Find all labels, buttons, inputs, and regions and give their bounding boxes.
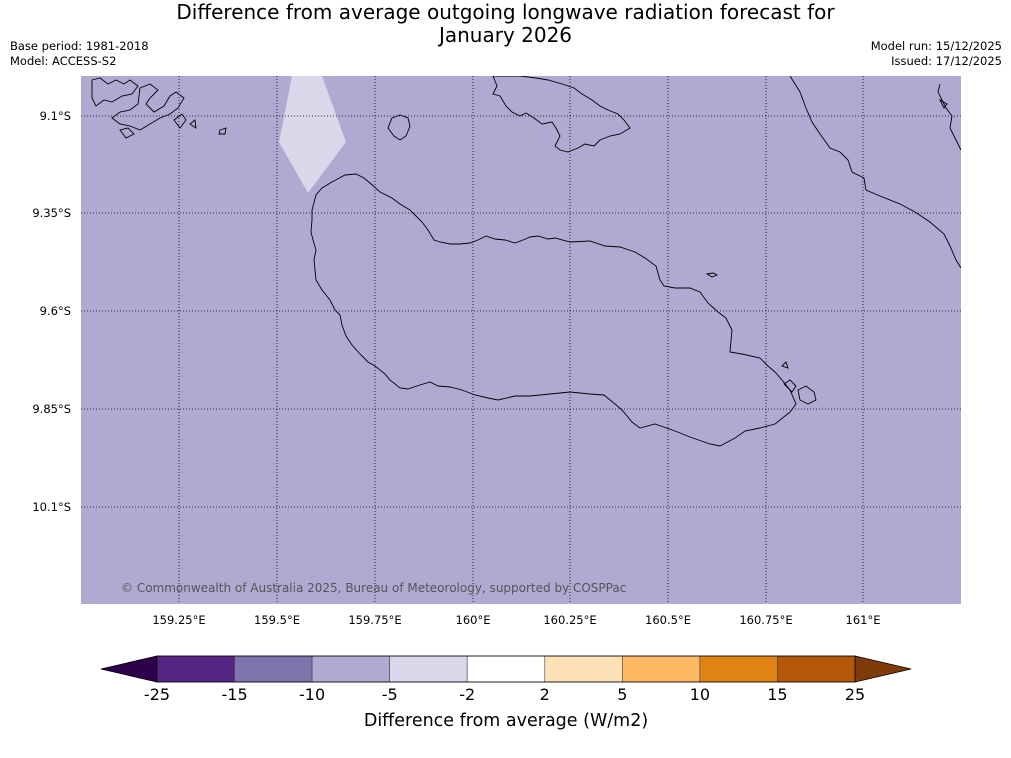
lon-tick-label: 159.75°E bbox=[348, 613, 401, 627]
lon-tick-label: 160.75°E bbox=[739, 613, 792, 627]
issued-text: Issued: 17/12/2025 bbox=[891, 54, 1002, 68]
colorbar-title: Difference from average (W/m2) bbox=[364, 711, 648, 731]
colorbar: -25 -15 -10 -5 -2 2 5 10 15 25 bbox=[100, 655, 912, 704]
lon-tick-label: 161°E bbox=[846, 613, 881, 627]
colorbar-segment bbox=[466, 655, 546, 683]
colorbar-extend-low bbox=[100, 655, 158, 683]
coastline-malaita bbox=[789, 76, 961, 269]
copyright-notice: © Commonwealth of Australia 2025, Bureau… bbox=[121, 581, 626, 595]
chart-title: Difference from average outgoing longwav… bbox=[0, 1, 1011, 47]
colorbar-segment bbox=[622, 655, 701, 683]
coastline-russell-islands bbox=[91, 77, 227, 139]
lon-tick-label: 159.5°E bbox=[254, 613, 300, 627]
lat-tick-label: 9.85°S bbox=[32, 402, 71, 416]
colorbar-label: -15 bbox=[221, 685, 247, 704]
lat-tick-label: 10.1°S bbox=[32, 500, 71, 514]
anomaly-patch bbox=[279, 76, 346, 193]
colorbar-label: 15 bbox=[767, 685, 787, 704]
colorbar-label: -25 bbox=[144, 685, 170, 704]
coastline-nggela bbox=[492, 76, 631, 153]
colorbar-segment bbox=[389, 655, 468, 683]
colorbar-label: -10 bbox=[299, 685, 325, 704]
lon-tick-label: 160.25°E bbox=[543, 613, 596, 627]
colorbar-segment bbox=[156, 655, 235, 683]
colorbar-segment bbox=[234, 655, 313, 683]
colorbar-label: -2 bbox=[459, 685, 475, 704]
map-fill-area bbox=[81, 76, 961, 604]
coastline-small-isle-2 bbox=[705, 272, 719, 278]
lon-tick-label: 160.5°E bbox=[645, 613, 691, 627]
colorbar-segment bbox=[699, 655, 778, 683]
latitude-ticks: 9.1°S 9.35°S 9.6°S 9.85°S 10.1°S bbox=[32, 109, 71, 514]
lat-tick-label: 9.1°S bbox=[40, 109, 71, 123]
colorbar-extend-high bbox=[854, 655, 912, 683]
title-line-1: Difference from average outgoing longwav… bbox=[176, 0, 835, 24]
longitude-ticks: 159.25°E 159.5°E 159.75°E 160°E 160.25°E 160.… bbox=[152, 613, 880, 627]
title-line-2: January 2026 bbox=[438, 23, 573, 47]
colorbar-label: 2 bbox=[540, 685, 550, 704]
colorbar-segment bbox=[544, 655, 623, 683]
coastline-guadalcanal bbox=[310, 173, 797, 447]
info-right: Model run: 15/12/2025 Issued: 17/12/2025 bbox=[871, 39, 1002, 69]
model-text: Model: ACCESS-S2 bbox=[10, 54, 117, 68]
lat-tick-label: 9.35°S bbox=[32, 206, 71, 220]
lon-tick-label: 160°E bbox=[456, 613, 491, 627]
info-left: Base period: 1981-2018 Model: ACCESS-S2 bbox=[10, 39, 149, 69]
colorbar-label: 10 bbox=[690, 685, 710, 704]
colorbar-outline bbox=[156, 655, 856, 683]
grid-lines bbox=[81, 76, 961, 604]
base-period-text: Base period: 1981-2018 bbox=[10, 39, 149, 53]
colorbar-label: 25 bbox=[845, 685, 865, 704]
lon-tick-label: 159.25°E bbox=[152, 613, 205, 627]
lat-tick-label: 9.6°S bbox=[40, 304, 71, 318]
colorbar-segment bbox=[311, 655, 390, 683]
coastline-marau-islets bbox=[781, 361, 817, 405]
colorbar-segment bbox=[777, 655, 856, 683]
colorbar-label: -5 bbox=[382, 685, 398, 704]
model-run-text: Model run: 15/12/2025 bbox=[870, 39, 1002, 53]
colorbar-label: 5 bbox=[617, 685, 627, 704]
